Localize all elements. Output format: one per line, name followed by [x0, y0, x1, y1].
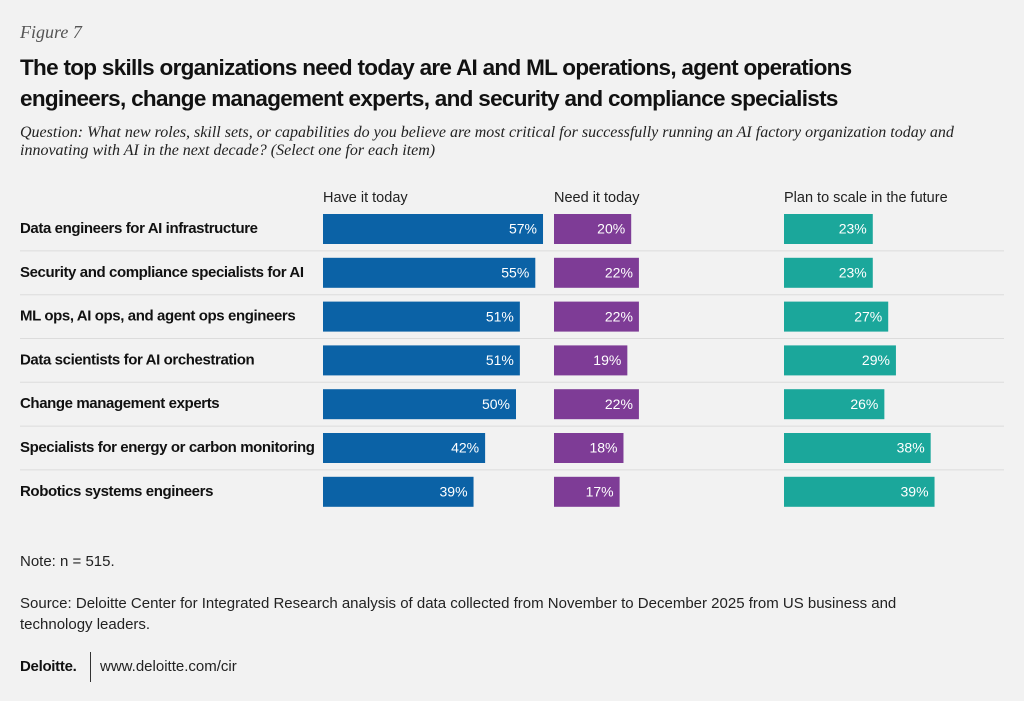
- category-label: Security and compliance specialists for …: [20, 264, 304, 281]
- value-label: 23%: [839, 221, 867, 237]
- series-header: Have it today: [323, 190, 408, 206]
- bar: [323, 433, 486, 463]
- bar: [784, 476, 935, 507]
- value-label: 17%: [586, 484, 614, 500]
- category-label: Change management experts: [20, 395, 219, 412]
- value-label: 42%: [451, 440, 479, 456]
- value-label: 51%: [486, 352, 514, 368]
- figure-label: Figure 7: [20, 22, 82, 42]
- bar: [784, 389, 885, 420]
- value-label: 55%: [501, 265, 529, 281]
- value-label: 22%: [605, 308, 633, 324]
- category-label: Specialists for energy or carbon monitor…: [20, 439, 315, 456]
- value-label: 27%: [854, 308, 882, 324]
- value-label: 26%: [850, 396, 878, 412]
- bar: [323, 301, 520, 332]
- value-label: 20%: [597, 221, 625, 237]
- value-label: 38%: [897, 440, 925, 456]
- separator: [90, 652, 91, 682]
- chart-title: The top skills organizations need today …: [20, 55, 852, 111]
- category-label: Robotics systems engineers: [20, 483, 213, 500]
- bar: [323, 257, 536, 288]
- bar: [554, 433, 624, 463]
- category-label: Data scientists for AI orchestration: [20, 351, 255, 368]
- series-header: Need it today: [554, 190, 640, 206]
- category-label: ML ops, AI ops, and agent ops engineers: [20, 308, 295, 325]
- brand: Deloitte.: [20, 658, 77, 675]
- bar: [554, 476, 620, 507]
- chart: Have it today Need it today Plan to scale …: [20, 190, 1004, 507]
- value-label: 29%: [862, 352, 890, 368]
- bar: [784, 345, 896, 376]
- bar: [323, 389, 516, 420]
- bar: [784, 433, 931, 463]
- bar: [784, 214, 873, 244]
- chart-subtitle: Question: What new roles, skill sets, or…: [20, 124, 954, 159]
- bar: [323, 476, 474, 507]
- bar: [554, 345, 628, 376]
- series-header: Plan to scale in the future: [784, 190, 948, 206]
- value-label: 18%: [589, 440, 617, 456]
- value-label: 19%: [593, 352, 621, 368]
- url: www.deloitte.com/cir: [100, 658, 237, 675]
- value-label: 22%: [605, 265, 633, 281]
- bar: [784, 301, 889, 332]
- value-label: 39%: [440, 484, 468, 500]
- value-label: 57%: [509, 221, 537, 237]
- bar: [554, 257, 639, 288]
- value-label: 23%: [839, 265, 867, 281]
- note: Note: n = 515.: [20, 553, 115, 570]
- value-label: 51%: [486, 308, 514, 324]
- bar: [323, 345, 520, 376]
- value-label: 39%: [901, 484, 929, 500]
- bar: [554, 389, 639, 420]
- bar: [554, 301, 639, 332]
- source: Source: Deloitte Center for Integrated R…: [20, 595, 897, 633]
- category-label: Data engineers for AI infrastructure: [20, 220, 258, 237]
- bar: [323, 214, 544, 244]
- bar: [784, 257, 873, 288]
- value-label: 22%: [605, 396, 633, 412]
- value-label: 50%: [482, 396, 510, 412]
- bar: [554, 214, 632, 244]
